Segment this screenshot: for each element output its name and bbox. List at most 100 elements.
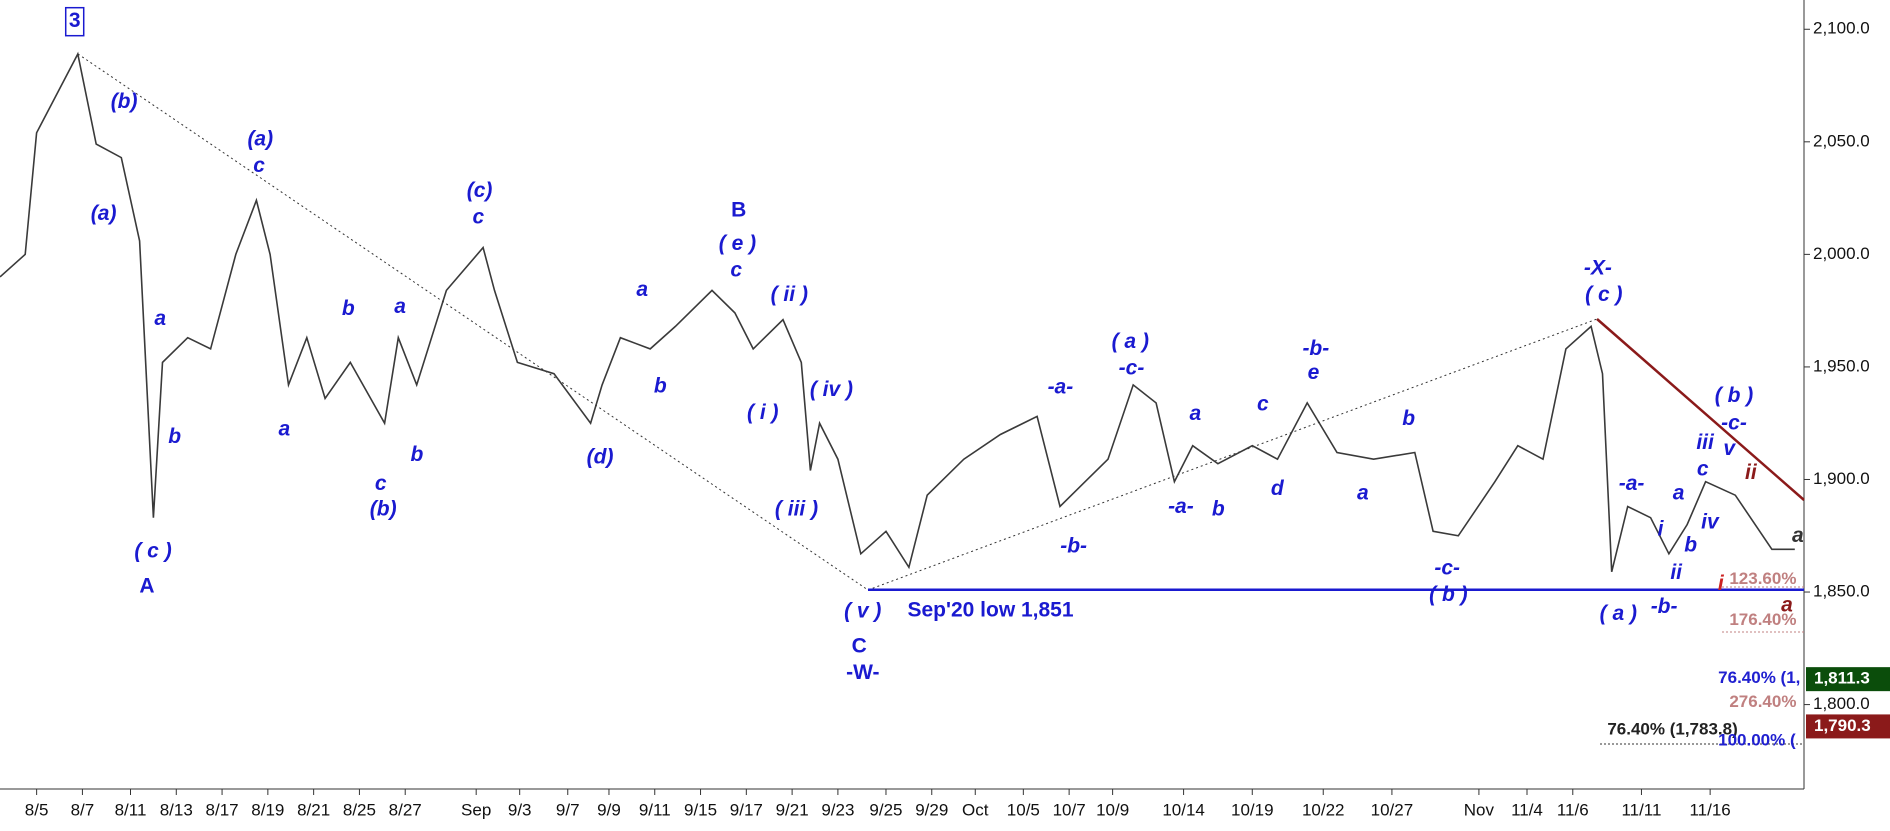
wave-label: -c- (1434, 556, 1460, 579)
x-tick-label: 8/13 (160, 800, 193, 819)
wave-label: ( a ) (1600, 602, 1637, 625)
wave-label: iv (1701, 511, 1720, 534)
wave-label: -a- (1168, 495, 1194, 518)
x-tick-label: 9/7 (556, 800, 580, 819)
x-tick-label: 8/27 (389, 800, 422, 819)
fib-label: 100.00% ( (1718, 731, 1796, 750)
wave-label: ii (1745, 461, 1758, 484)
x-tick-label: 10/7 (1053, 800, 1086, 819)
wave-label: -c- (1119, 356, 1145, 379)
x-tick-label: Oct (962, 800, 989, 819)
wave-label: (b) (111, 90, 138, 113)
price-badge (1806, 667, 1890, 692)
wave-label: (d) (587, 445, 614, 468)
x-tick-label: 11/16 (1689, 800, 1730, 819)
wave-label: c (1697, 457, 1709, 480)
wave-label: b (411, 443, 424, 466)
price-badge-label: 1,790.3 (1814, 716, 1871, 735)
x-tick-label: 9/11 (639, 800, 671, 819)
wave-label: e (1308, 361, 1320, 384)
wave-label: i (1658, 518, 1665, 541)
wave-label: B (731, 198, 746, 221)
x-tick-label: 9/17 (730, 800, 763, 819)
wave-label: b (1212, 497, 1225, 520)
x-tick-label: 8/25 (343, 800, 376, 819)
x-tick-label: 8/7 (71, 800, 95, 819)
x-tick-label: 9/9 (597, 800, 621, 819)
wave-label: 3 (69, 9, 81, 32)
price-badge-label: 1,811.3 (1814, 669, 1870, 688)
wave-label: a (1781, 594, 1793, 617)
y-tick-label: 2,000.0 (1813, 244, 1870, 263)
wave-label: b (342, 297, 355, 320)
wave-label: a (154, 307, 166, 330)
x-tick-label: 9/25 (869, 800, 902, 819)
x-tick-label: 8/5 (25, 800, 49, 819)
x-tick-label: 11/11 (1621, 800, 1661, 819)
wave-label: -a- (1048, 376, 1074, 399)
y-tick-label: 1,950.0 (1813, 356, 1870, 375)
wave-label: a (1357, 482, 1369, 505)
wave-label: a (1673, 482, 1685, 505)
wave-label: v (1723, 437, 1736, 460)
wave-label: -b- (1060, 535, 1087, 558)
x-tick-label: 10/19 (1231, 800, 1274, 819)
wave-label: -W- (846, 661, 879, 684)
fib-label: 76.40% (1, (1718, 668, 1800, 687)
x-tick-label: Nov (1464, 800, 1495, 819)
y-tick-label: 1,850.0 (1813, 582, 1870, 601)
wave-label: i (1718, 572, 1725, 595)
y-tick-label: 2,100.0 (1813, 19, 1870, 38)
wave-label: A (139, 574, 154, 597)
x-tick-label: 9/21 (776, 800, 809, 819)
x-tick-label: 9/23 (821, 800, 854, 819)
x-tick-label: 8/21 (297, 800, 330, 819)
wave-label: ( i ) (747, 401, 779, 424)
x-tick-label: 10/27 (1371, 800, 1414, 819)
y-tick-label: 2,050.0 (1813, 131, 1870, 150)
x-tick-label: Sep (461, 800, 491, 819)
wave-label: ( ii ) (771, 283, 808, 306)
y-tick-label: 1,800.0 (1813, 694, 1870, 713)
fib-label: 123.60% (1729, 569, 1796, 588)
wave-label: c (1257, 392, 1269, 415)
wave-label: ( c ) (134, 539, 171, 562)
wave-label: ( v ) (844, 600, 881, 623)
wave-label: Sep'20 low 1,851 (907, 598, 1073, 621)
wave-label: -a- (1619, 472, 1645, 495)
wave-label: d (1271, 477, 1285, 500)
wave-label: -c- (1721, 412, 1747, 435)
wave-label: b (654, 374, 667, 397)
wave-label: ( b ) (1715, 384, 1753, 407)
wave-label: ( iii ) (775, 497, 818, 520)
x-tick-label: 9/29 (915, 800, 948, 819)
fib-label: 76.40% (1,783.8) (1607, 720, 1737, 739)
wave-label: ii (1670, 561, 1683, 584)
y-tick-label: 1,900.0 (1813, 469, 1870, 488)
x-tick-label: 10/14 (1162, 800, 1205, 819)
x-tick-label: 10/5 (1007, 800, 1040, 819)
wave-label: -X- (1584, 256, 1612, 279)
wave-label: (b) (370, 497, 397, 520)
wave-label: ( e ) (719, 232, 756, 255)
wave-label: c (730, 259, 742, 282)
x-tick-label: 8/19 (251, 800, 284, 819)
x-tick-label: 11/4 (1511, 800, 1543, 819)
fib-label: 176.40% (1729, 610, 1796, 629)
wave-label: ( c ) (1585, 283, 1622, 306)
wave-label: a (279, 418, 291, 441)
wave-box (64, 6, 85, 37)
wave-label: a (1190, 402, 1202, 425)
trend-line (1596, 318, 1805, 501)
wave-label: ( a ) (1112, 330, 1149, 353)
wave-label: b (168, 425, 181, 448)
x-tick-label: 8/17 (206, 800, 239, 819)
wave-label: c (253, 154, 265, 177)
x-tick-label: 9/3 (508, 800, 532, 819)
wave-label: (a) (91, 202, 117, 225)
wave-label: (c) (467, 179, 493, 202)
wave-label: C (852, 635, 867, 658)
price-badge (1806, 714, 1890, 739)
x-tick-label: 8/11 (115, 800, 147, 819)
